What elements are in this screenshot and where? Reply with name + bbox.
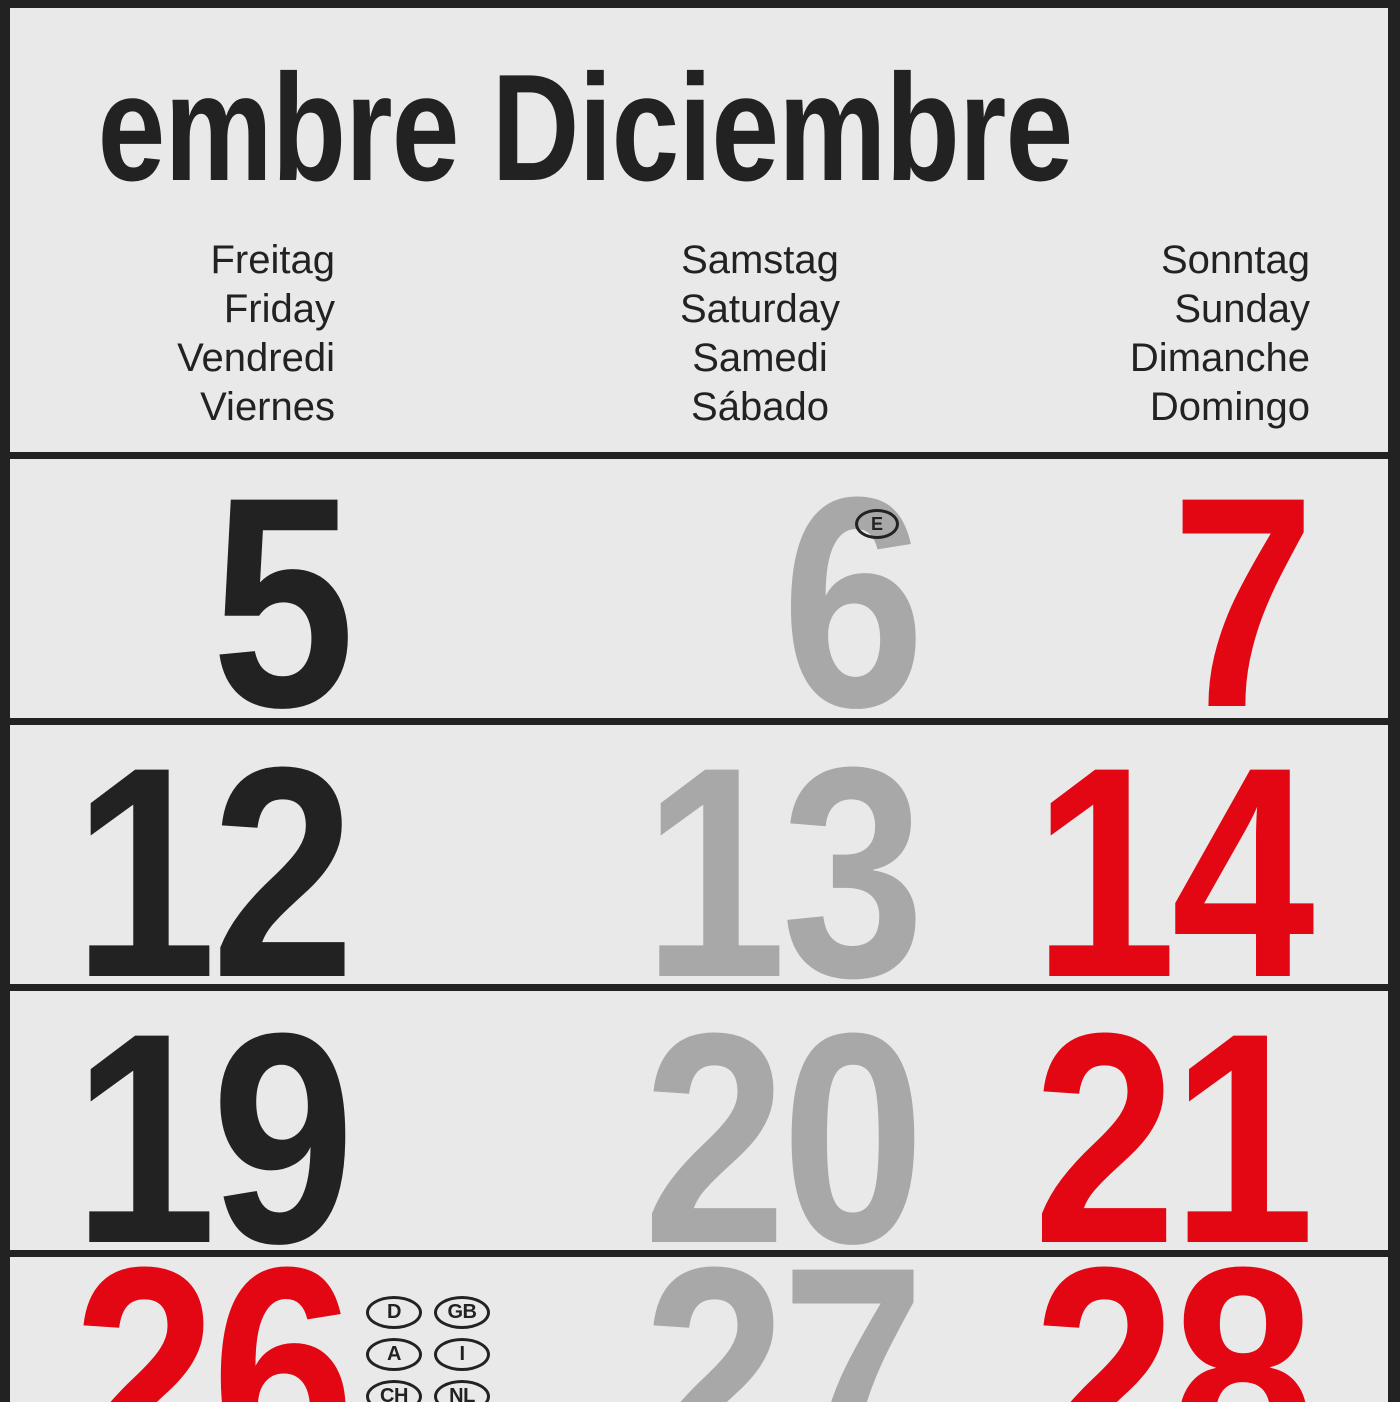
day-number: 13 <box>643 725 925 984</box>
day-number: 26 <box>73 1257 355 1402</box>
weekday-name-de: Freitag <box>210 238 336 282</box>
country-badge-i-icon: I <box>434 1338 490 1371</box>
week-row: 26 27 28 <box>10 1257 1388 1402</box>
weekday-name-en: Sunday <box>1174 287 1310 331</box>
day-cell-sunday[interactable]: 14 <box>950 725 1315 984</box>
week-row: 5 6 7 <box>10 459 1388 718</box>
day-cell-sunday[interactable]: 28 <box>950 1257 1315 1402</box>
country-badge-a-icon: A <box>366 1338 422 1371</box>
calendar-frame: embre Diciembre Freitag Friday Vendredi … <box>10 8 1388 1402</box>
weekday-header: Freitag Friday Vendredi Viernes Samstag … <box>10 236 1388 452</box>
day-number: 14 <box>1033 725 1315 984</box>
row-divider-2 <box>10 984 1388 991</box>
weekday-name-es: Viernes <box>200 385 335 429</box>
day-number: 28 <box>1033 1257 1315 1402</box>
country-badge-gb-icon: GB <box>434 1296 490 1329</box>
week-row: 19 20 21 <box>10 991 1388 1250</box>
day-cell-saturday[interactable]: 20 <box>430 991 925 1250</box>
day-cell-friday[interactable]: 26 <box>10 1257 355 1402</box>
day-number: 12 <box>73 725 355 984</box>
day-number: 19 <box>73 991 355 1250</box>
day-cell-sunday[interactable]: 7 <box>950 459 1315 718</box>
row-divider-1 <box>10 718 1388 725</box>
weekday-name-en: Saturday <box>679 287 841 331</box>
day-number: 6 <box>781 459 925 718</box>
country-badge-ch-icon: CH <box>366 1380 422 1402</box>
weekday-name-fr: Vendredi <box>177 336 335 380</box>
weekday-column-sunday: Sonntag Sunday Dimanche Domingo <box>950 236 1310 452</box>
weekday-column-friday: Freitag Friday Vendredi Viernes <box>10 236 335 452</box>
day-number: 27 <box>643 1257 925 1402</box>
weekday-name-de: Sonntag <box>1160 238 1310 282</box>
row-divider-3 <box>10 1250 1388 1257</box>
country-badge-d-icon: D <box>366 1296 422 1329</box>
day-cell-saturday[interactable]: 6 <box>430 459 925 718</box>
weekday-column-saturday: Samstag Saturday Samedi Sábado <box>525 236 995 452</box>
day-cell-friday[interactable]: 19 <box>10 991 355 1250</box>
day-cell-friday[interactable]: 12 <box>10 725 355 984</box>
weekday-name-es: Sábado <box>691 385 829 429</box>
day-cell-saturday[interactable]: 27 <box>430 1257 925 1402</box>
day-number: 20 <box>643 991 925 1250</box>
day-cell-friday[interactable]: 5 <box>10 459 355 718</box>
weekday-name-en: Friday <box>223 287 335 331</box>
row-divider-header <box>10 452 1388 459</box>
day-number: 7 <box>1171 459 1315 718</box>
weekday-name-fr: Dimanche <box>1129 336 1310 380</box>
month-title-band: embre Diciembre <box>10 8 1388 230</box>
country-badge-grid: D GB A I CH NL <box>366 1296 492 1402</box>
weekday-name-es: Domingo <box>1149 385 1310 429</box>
country-badge-e-icon: E <box>855 509 899 539</box>
week-row: 12 13 14 <box>10 725 1388 984</box>
day-cell-sunday[interactable]: 21 <box>950 991 1315 1250</box>
day-number: 21 <box>1033 991 1315 1250</box>
country-badge-nl-icon: NL <box>434 1380 490 1402</box>
day-number: 5 <box>211 459 355 718</box>
day-cell-saturday[interactable]: 13 <box>430 725 925 984</box>
weekday-name-fr: Samedi <box>692 336 828 380</box>
page-title: embre Diciembre <box>97 43 1074 213</box>
weekday-name-de: Samstag <box>681 238 839 282</box>
